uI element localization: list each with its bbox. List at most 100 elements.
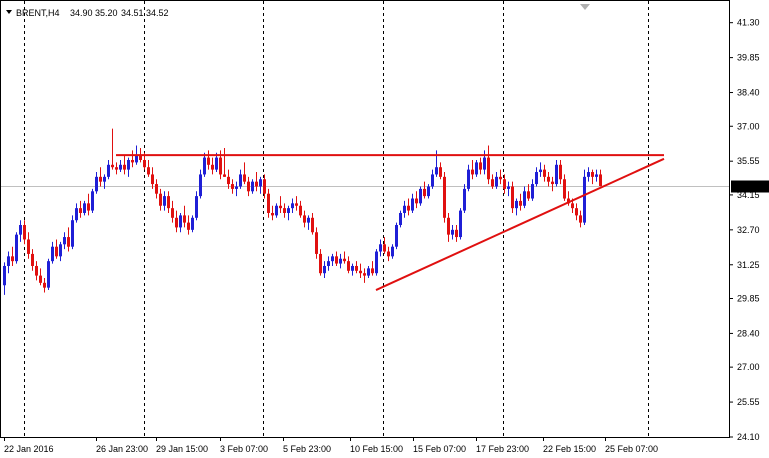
candle-body (571, 203, 574, 209)
candle (263, 174, 266, 199)
candle-body (543, 169, 546, 177)
candle-body (91, 191, 94, 211)
candle-body (135, 155, 138, 163)
candle (475, 159, 478, 177)
time-tick-label: 29 Jan 15:00 (156, 444, 208, 454)
candle-body (27, 239, 30, 254)
vertical-grid (24, 1, 649, 437)
candle (551, 176, 554, 192)
candle (151, 167, 154, 189)
price-tick-label: 28.40 (737, 328, 760, 338)
time-tick-label: 25 Feb 07:00 (605, 444, 658, 454)
candle (87, 193, 90, 216)
candle-body (163, 196, 166, 206)
candle (483, 150, 486, 175)
candle-body (475, 162, 478, 175)
current-price-tag-label: 34.52 (735, 182, 758, 192)
candle-body (427, 186, 430, 197)
candle (447, 212, 450, 242)
candle-body (271, 212, 274, 216)
candle (543, 164, 546, 182)
candle-body (263, 179, 266, 194)
candle (367, 265, 370, 279)
candle (91, 188, 94, 213)
time-tick-label: 17 Feb 23:00 (476, 444, 529, 454)
candle-body (51, 246, 54, 262)
candle-body (395, 225, 398, 247)
candle-body (119, 164, 122, 170)
candle (355, 261, 358, 274)
candle-body (371, 268, 374, 274)
candle-body (191, 217, 194, 230)
candle-body (455, 229, 458, 238)
candle-body (575, 208, 578, 216)
chart-shift-marker-icon[interactable] (580, 4, 590, 10)
candle-body (495, 176, 498, 187)
candle (307, 215, 310, 230)
candle-body (591, 172, 594, 177)
candle (323, 261, 326, 279)
candle-body (171, 208, 174, 218)
candle-body (551, 181, 554, 185)
candle (403, 200, 406, 218)
time-tick-label: 22 Feb 15:00 (543, 444, 596, 454)
candle-body (79, 208, 82, 213)
candle (123, 155, 126, 175)
candle-body (359, 270, 362, 274)
time-axis[interactable]: 22 Jan 2016 26 Jan 23:00 29 Jan 15:00 3 Feb… (4, 437, 658, 454)
candle (55, 239, 58, 259)
time-tick-label: 15 Feb 07:00 (413, 444, 466, 454)
candle-body (43, 282, 46, 288)
price-axis[interactable]: 41.30 39.85 38.40 37.00 35.55 34.15 32.70 31.25… (729, 18, 760, 442)
candle (163, 191, 166, 211)
candle-body (35, 265, 38, 276)
candle-body (583, 176, 586, 223)
candle (587, 167, 590, 182)
candle-body (143, 159, 146, 168)
candle (43, 278, 46, 293)
candle-body (295, 203, 298, 206)
candle-body (199, 174, 202, 197)
candle-body (343, 258, 346, 262)
open-value: 34.90 (70, 8, 93, 18)
low-value: 34.51 (121, 8, 144, 18)
candle (115, 162, 118, 175)
candle-body (151, 174, 154, 185)
candle-body (235, 186, 238, 189)
candle (79, 200, 82, 218)
candle (395, 222, 398, 250)
candle-body (55, 246, 58, 257)
price-tick-label: 39.85 (737, 53, 760, 63)
candle (391, 244, 394, 259)
candle-body (431, 174, 434, 187)
candle-body (539, 169, 542, 173)
candle (267, 188, 270, 218)
candle-body (11, 256, 14, 262)
candle (419, 186, 422, 206)
candle (331, 253, 334, 266)
candle-body (375, 251, 378, 274)
candle-body (347, 261, 350, 271)
candle (351, 263, 354, 276)
candle (223, 147, 226, 177)
candle (11, 246, 14, 266)
candle (343, 251, 346, 264)
dropdown-triangle-icon[interactable] (6, 10, 12, 14)
candle-body (483, 157, 486, 170)
trendline-support[interactable] (375, 157, 665, 291)
candle-body (595, 174, 598, 177)
candle-body (147, 167, 150, 175)
candle-body (275, 205, 278, 216)
time-tick-label: 26 Jan 23:00 (96, 444, 148, 454)
trendlines[interactable] (116, 154, 665, 291)
candle (495, 172, 498, 189)
candle (35, 261, 38, 281)
candle-body (443, 176, 446, 218)
candles (3, 128, 602, 295)
candle (511, 181, 514, 213)
current-price-tag: 34.52 (731, 180, 769, 193)
candle (83, 200, 86, 216)
candle (523, 186, 526, 209)
candle-body (499, 176, 502, 180)
